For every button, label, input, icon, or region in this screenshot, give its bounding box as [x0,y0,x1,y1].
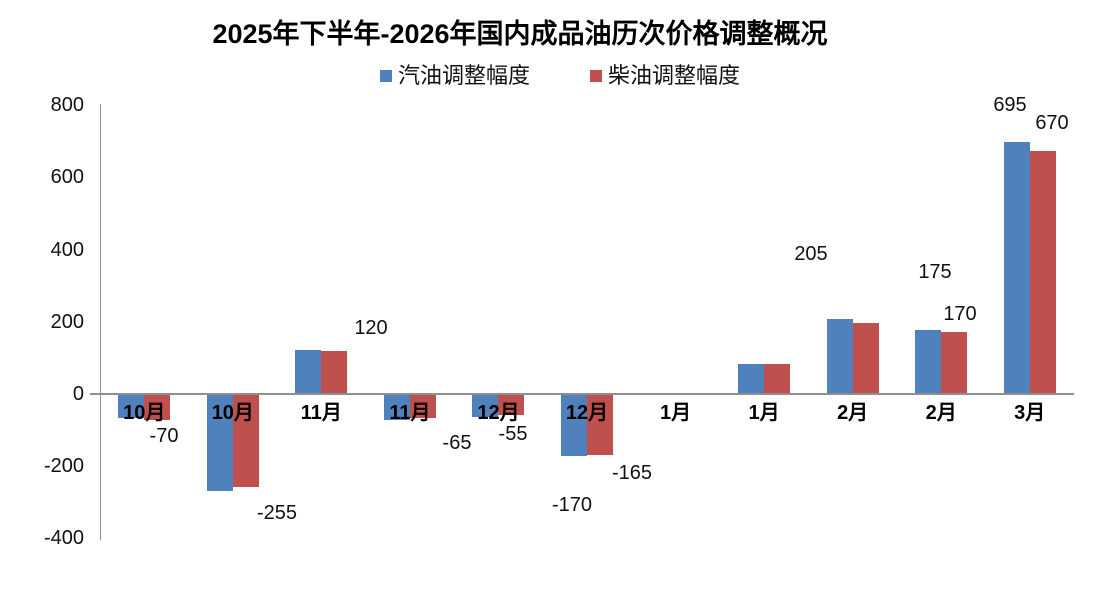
bar-gasoline-2月 [826,319,853,393]
category-label: 3月 [1014,402,1046,424]
bar-gasoline-10月 [206,395,233,491]
legend-item-gasoline: 汽油调整幅度 [380,62,530,90]
bar-diesel-12月 [587,395,613,455]
bar-diesel-10月 [232,395,259,487]
value-label: -165 [611,462,653,484]
chart-title: 2025年下半年-2026年国内成品油历次价格调整概况 [212,19,828,49]
category-label: 12月 [565,402,609,424]
category-label: 2月 [837,402,869,424]
value-label: 175 [918,261,952,283]
bar-diesel-10月 [144,395,171,420]
legend-label: 汽油调整幅度 [398,63,531,88]
value-label: 170 [943,303,977,325]
legend-swatch-gasoline-icon [380,70,392,82]
legend-label: 柴油调整幅度 [608,63,741,88]
legend-item-diesel: 柴油调整幅度 [590,62,740,90]
bar-gasoline-11月 [383,395,410,420]
y-tick-label: 400 [50,238,84,261]
zero-axis-line [90,393,1074,395]
bar-gasoline-10月 [118,395,145,418]
value-label: 120 [354,317,388,339]
bar-diesel-3月 [1029,151,1056,393]
bar-diesel-11月 [409,395,436,418]
bar-gasoline-11月 [295,350,322,393]
category-label: 12月 [477,402,520,424]
bar-diesel-1月 [764,364,791,393]
legend-swatch-diesel-icon [590,70,602,82]
value-label: 205 [794,243,828,265]
y-tick-label: 600 [50,166,84,189]
value-label: -170 [551,494,593,516]
value-label: -70 [149,425,179,447]
category-label: 1月 [659,402,692,424]
bar-gasoline-1月 [738,364,765,393]
value-label: -55 [498,423,528,445]
category-label: 10月 [123,402,166,424]
category-label: 1月 [748,402,780,424]
y-axis-line [100,104,101,540]
bar-diesel-2月 [941,332,968,393]
category-label: 10月 [211,402,254,424]
y-tick-label: 800 [50,94,84,117]
value-label: -65 [442,432,472,454]
y-tick-label: 200 [50,310,84,333]
value-label: -255 [256,502,298,524]
value-label: 695 [993,94,1027,116]
bar-diesel-12月 [498,395,525,415]
y-tick-label: 0 [72,383,84,405]
chart-legend: 汽油调整幅度 柴油调整幅度 [0,62,1108,92]
category-label: 11月 [300,402,342,424]
category-label: 11月 [389,402,431,424]
y-tick-label: -200 [43,455,84,478]
bar-diesel-11月 [321,351,348,393]
bar-gasoline-2月 [915,330,942,393]
bar-gasoline-12月 [561,395,587,456]
bar-diesel-2月 [852,323,879,393]
y-tick-label: -400 [43,527,84,550]
bar-gasoline-12月 [472,395,499,417]
bar-gasoline-3月 [1003,142,1030,393]
category-label: 2月 [925,402,957,424]
value-label: 670 [1035,112,1069,134]
